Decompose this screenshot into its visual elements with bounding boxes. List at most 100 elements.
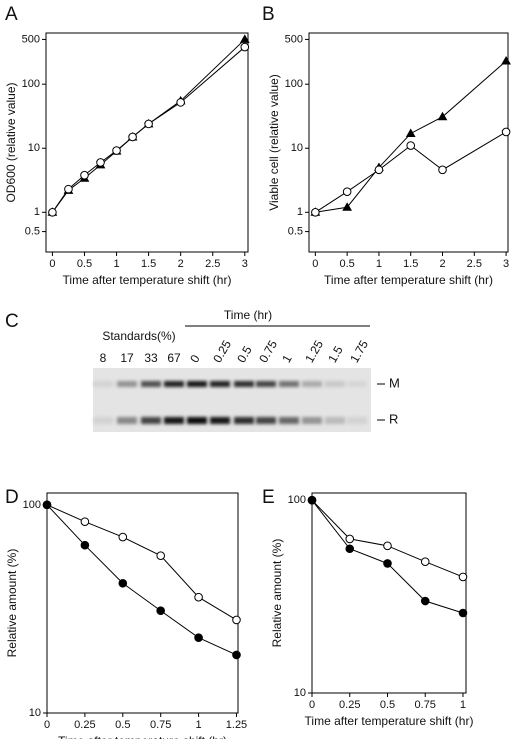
gel-band bbox=[117, 381, 137, 387]
gel-band bbox=[93, 381, 113, 387]
point bbox=[406, 141, 416, 150]
x-tick-label: 1.5 bbox=[403, 258, 418, 270]
point bbox=[420, 596, 430, 606]
band-label: M bbox=[389, 375, 400, 390]
point bbox=[118, 578, 128, 588]
point bbox=[232, 615, 241, 625]
y-tick-label: 100 bbox=[285, 78, 303, 90]
point bbox=[405, 128, 416, 137]
band-label: R bbox=[389, 411, 398, 426]
y-axis-label: OD600 (relative value) bbox=[4, 82, 18, 202]
x-tick-label: 0.5 bbox=[77, 258, 92, 270]
point bbox=[112, 146, 121, 155]
x-tick-label: 3 bbox=[503, 258, 509, 270]
x-tick-label: 1.25 bbox=[226, 719, 247, 731]
y-tick-label: 100 bbox=[23, 499, 41, 511]
gel-band bbox=[256, 381, 276, 387]
point bbox=[437, 111, 448, 121]
point bbox=[42, 500, 52, 510]
gel-band bbox=[141, 381, 161, 387]
point bbox=[80, 540, 90, 550]
gel bbox=[93, 381, 367, 424]
y-tick-label: 1 bbox=[297, 206, 303, 218]
x-tick-label: 0.75 bbox=[415, 699, 436, 711]
x-tick-label: 2 bbox=[178, 258, 184, 270]
x-tick-label: 1 bbox=[113, 258, 119, 270]
series-line bbox=[46, 504, 237, 621]
x-tick-label: 3 bbox=[242, 258, 248, 270]
gel-band bbox=[93, 417, 113, 424]
gel-band bbox=[234, 417, 254, 424]
x-tick-label: 1 bbox=[460, 699, 466, 711]
x-tick-label: 2.5 bbox=[205, 258, 220, 270]
point bbox=[342, 202, 353, 211]
x-tick-label: 0.5 bbox=[380, 699, 395, 711]
point bbox=[307, 495, 317, 505]
x-tick-label: 2.5 bbox=[467, 258, 482, 270]
series-line bbox=[315, 60, 507, 213]
gel-band bbox=[210, 381, 230, 387]
y-tick-label: 10 bbox=[291, 142, 303, 154]
panel-letter: B bbox=[262, 4, 275, 25]
point bbox=[420, 557, 430, 566]
gel-band bbox=[117, 417, 137, 424]
x-tick-label: 1.5 bbox=[141, 258, 156, 270]
gel-band bbox=[141, 417, 161, 424]
x-tick-label: 0 bbox=[49, 258, 55, 270]
y-axis-label: Viable cell (relative value) bbox=[267, 74, 281, 211]
y-tick-label: 1 bbox=[34, 206, 40, 218]
gel-image bbox=[93, 368, 371, 432]
point bbox=[458, 572, 468, 582]
y-tick-label: 500 bbox=[285, 33, 303, 45]
point bbox=[156, 606, 165, 616]
point bbox=[232, 650, 241, 660]
x-tick-label: 0 bbox=[309, 699, 315, 711]
point bbox=[383, 559, 392, 568]
x-axis-label: Time after temperature shift (hr) bbox=[324, 273, 493, 287]
plot-frame bbox=[308, 32, 509, 253]
lane-label: 33 bbox=[144, 351, 158, 365]
point bbox=[64, 184, 73, 194]
y-tick-label: 100 bbox=[288, 494, 306, 506]
x-tick-label: 0.5 bbox=[339, 258, 354, 270]
gel-band bbox=[325, 417, 345, 424]
point bbox=[144, 119, 153, 129]
gel-band bbox=[279, 381, 299, 387]
gel-band bbox=[302, 381, 322, 387]
point bbox=[311, 208, 320, 217]
x-axis-label: Time after temperature shift (hr) bbox=[305, 714, 474, 728]
point bbox=[345, 534, 355, 544]
y-axis-label: Relative amount (%) bbox=[270, 539, 284, 648]
point bbox=[128, 132, 137, 142]
x-tick-label: 0.25 bbox=[339, 699, 360, 711]
panel-letter: E bbox=[262, 487, 275, 508]
point bbox=[383, 541, 392, 551]
gel-band bbox=[302, 417, 322, 424]
y-tick-label: 10 bbox=[28, 142, 40, 154]
gel-band bbox=[234, 381, 254, 387]
x-tick-label: 0.5 bbox=[115, 719, 130, 731]
point bbox=[96, 158, 105, 167]
series-line bbox=[315, 131, 507, 213]
point bbox=[118, 532, 128, 542]
x-tick-label: 0.25 bbox=[74, 719, 95, 731]
y-tick-label: 10 bbox=[294, 687, 306, 699]
point bbox=[345, 544, 355, 554]
x-tick-label: 2 bbox=[439, 258, 445, 270]
standards-title: Standards(%) bbox=[102, 329, 175, 343]
y-axis-label: Relative amount (%) bbox=[5, 549, 19, 658]
point bbox=[458, 608, 468, 618]
x-tick-label: 0.75 bbox=[150, 719, 171, 731]
gel-band bbox=[164, 381, 184, 387]
gel-band bbox=[279, 417, 299, 424]
y-tick-label: 500 bbox=[22, 33, 40, 45]
gel-band bbox=[187, 417, 207, 424]
x-axis-label: Time after temperature shift (hr) bbox=[63, 273, 232, 287]
y-tick-label: 0.5 bbox=[288, 225, 303, 237]
point bbox=[176, 98, 185, 107]
gel-band bbox=[164, 417, 184, 424]
point bbox=[80, 170, 89, 180]
point bbox=[194, 592, 203, 602]
x-axis-label: Time after temperature shift (hr) bbox=[58, 734, 227, 739]
